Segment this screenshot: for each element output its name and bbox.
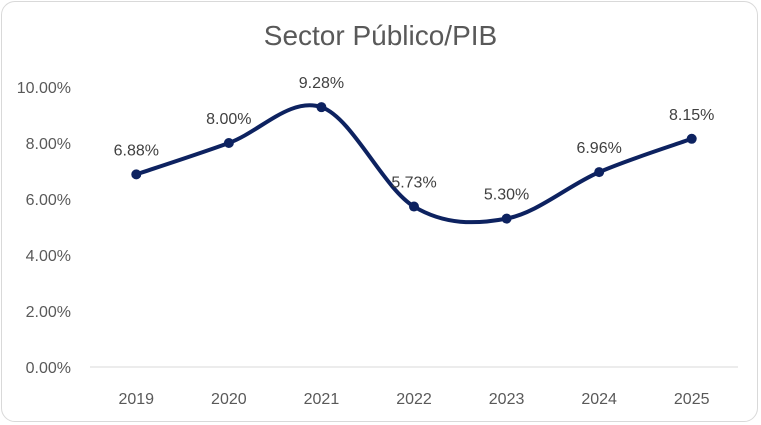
- data-label: 6.88%: [114, 142, 159, 159]
- data-point: [409, 201, 419, 212]
- data-label: 8.15%: [669, 107, 714, 124]
- data-point: [686, 133, 697, 144]
- x-tick-label: 2020: [211, 391, 247, 408]
- data-label: 6.96%: [576, 140, 621, 157]
- x-tick-label: 2019: [118, 391, 154, 408]
- y-tick-label: 8.00%: [26, 136, 71, 153]
- y-tick-label: 0.00%: [26, 360, 71, 377]
- chart-title: Sector Público/PIB: [263, 20, 498, 51]
- data-point: [223, 138, 234, 148]
- x-tick-label: 2021: [304, 391, 340, 408]
- data-label: 5.30%: [484, 187, 529, 204]
- data-label: 9.28%: [299, 75, 344, 92]
- y-tick-label: 4.00%: [26, 248, 71, 265]
- data-label: 8.00%: [206, 111, 251, 128]
- data-label: 5.73%: [391, 175, 436, 192]
- data-point: [501, 213, 512, 224]
- y-tick-label: 10.00%: [17, 80, 71, 97]
- y-tick-label: 6.00%: [26, 192, 71, 209]
- data-point: [594, 167, 605, 178]
- y-tick-label: 2.00%: [26, 304, 71, 321]
- data-point: [131, 169, 142, 180]
- data-point: [316, 102, 327, 113]
- x-tick-label: 2025: [674, 391, 710, 408]
- x-tick-label: 2022: [396, 391, 432, 408]
- x-tick-label: 2024: [581, 391, 617, 408]
- x-tick-label: 2023: [489, 391, 525, 408]
